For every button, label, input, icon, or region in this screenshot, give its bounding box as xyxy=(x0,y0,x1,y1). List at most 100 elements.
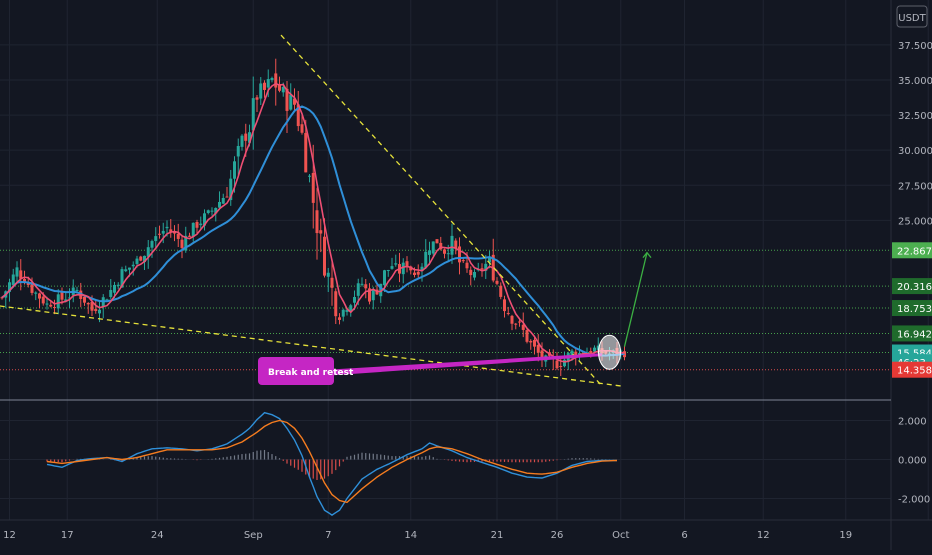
candle-body xyxy=(131,264,135,267)
candle-body xyxy=(514,323,518,325)
currency-label: USDT xyxy=(898,13,926,24)
candle-body xyxy=(56,294,60,309)
price-tick-label: 32.500 xyxy=(898,111,932,122)
candle-body xyxy=(60,292,64,300)
candle-body xyxy=(413,272,416,276)
candle-body xyxy=(488,257,491,263)
candle-body xyxy=(109,289,113,297)
macd-tick-label: 2.000 xyxy=(898,417,927,428)
candle-body xyxy=(98,309,101,314)
projection-arrow-head xyxy=(642,251,652,259)
candle-body xyxy=(135,258,139,264)
candle-body xyxy=(319,230,323,234)
candle-body xyxy=(120,269,124,288)
candle-body xyxy=(214,207,218,214)
level-label: 18.753 xyxy=(897,304,932,315)
level-label: 14.358 xyxy=(897,366,932,377)
trendline-upper[interactable] xyxy=(280,34,603,387)
level-label-bg xyxy=(892,361,932,378)
candle-body xyxy=(589,351,593,354)
candle-body xyxy=(229,178,233,201)
candle-body xyxy=(596,345,600,350)
candle-body xyxy=(83,296,86,303)
candle-body xyxy=(30,282,34,293)
candle-body xyxy=(266,79,270,88)
candle-body xyxy=(311,172,315,203)
candle-body xyxy=(593,347,596,352)
candle-body xyxy=(248,132,251,143)
candle-body xyxy=(431,241,435,254)
time-tick-label: Sep xyxy=(244,530,263,541)
candle-body xyxy=(416,271,420,275)
time-tick-label: 6 xyxy=(681,530,687,541)
candle-body xyxy=(315,210,319,234)
level-label-bg xyxy=(892,300,932,317)
candle-body xyxy=(473,272,476,278)
trendlines[interactable] xyxy=(0,34,652,387)
candle-body xyxy=(510,315,514,324)
candle-body xyxy=(540,350,544,360)
candle-body xyxy=(308,175,311,177)
candle-body xyxy=(165,226,169,229)
candle-body xyxy=(454,240,458,249)
candle-body xyxy=(251,98,255,131)
candle-body xyxy=(64,299,68,302)
candle-body xyxy=(401,262,405,275)
candle-body xyxy=(364,284,368,289)
candle-body xyxy=(11,274,15,285)
candle-body xyxy=(484,263,488,271)
annotation[interactable]: Break and retest xyxy=(258,353,602,385)
candle-body xyxy=(341,309,345,317)
candle-body xyxy=(390,266,394,269)
candle-body xyxy=(529,340,533,343)
candle-body xyxy=(458,246,461,263)
candle-body xyxy=(506,313,510,315)
candle-body xyxy=(244,133,248,141)
candle-body xyxy=(218,201,221,208)
candle-body xyxy=(439,242,443,250)
time-axis[interactable]: 12 17 24 Sep 7 14 21 26 Oct 6 12 19 xyxy=(3,530,852,541)
candle-body xyxy=(150,241,154,248)
currency-badge[interactable]: USDT xyxy=(896,5,928,28)
price-axis[interactable]: 37.500 35.000 32.500 30.000 27.500 25.000 xyxy=(898,41,932,227)
candle-body xyxy=(480,268,484,270)
candle-body xyxy=(465,262,469,269)
candle-body xyxy=(495,280,499,284)
candle-body xyxy=(394,263,398,265)
break-retest-arrow xyxy=(324,353,602,376)
break-retest-label-box xyxy=(258,357,334,385)
candle-body xyxy=(518,321,521,323)
candle-body xyxy=(424,251,428,268)
candle-body xyxy=(420,266,424,271)
price-tick-label: 27.500 xyxy=(898,181,932,192)
candle-body xyxy=(49,304,53,307)
macd-axis[interactable]: 2.000 0.000 -2.000 xyxy=(898,417,930,506)
candle-body xyxy=(34,292,38,294)
candle-body xyxy=(236,145,240,157)
candle-body xyxy=(525,330,529,342)
candle-body xyxy=(499,285,503,297)
candle-body xyxy=(15,267,19,277)
candle-body xyxy=(259,83,263,99)
time-tick-label: 19 xyxy=(839,530,852,541)
retest-circle-marker xyxy=(598,334,621,370)
candle-body xyxy=(536,344,540,353)
candle-body xyxy=(263,82,266,90)
candle-body xyxy=(86,302,90,305)
time-tick-label: 21 xyxy=(491,530,504,541)
candle-body xyxy=(53,307,56,309)
candle-body xyxy=(274,73,278,88)
candle-body xyxy=(323,236,326,276)
candle-body xyxy=(113,284,116,293)
candle-body xyxy=(184,235,188,251)
candle-body xyxy=(278,84,281,91)
signal-line xyxy=(46,419,618,504)
candle-body xyxy=(270,78,274,81)
candle-body xyxy=(169,229,173,232)
candle-body xyxy=(26,282,30,286)
ma-fast-line xyxy=(1,82,625,363)
candle-body xyxy=(143,255,146,263)
candle-body xyxy=(240,135,244,147)
